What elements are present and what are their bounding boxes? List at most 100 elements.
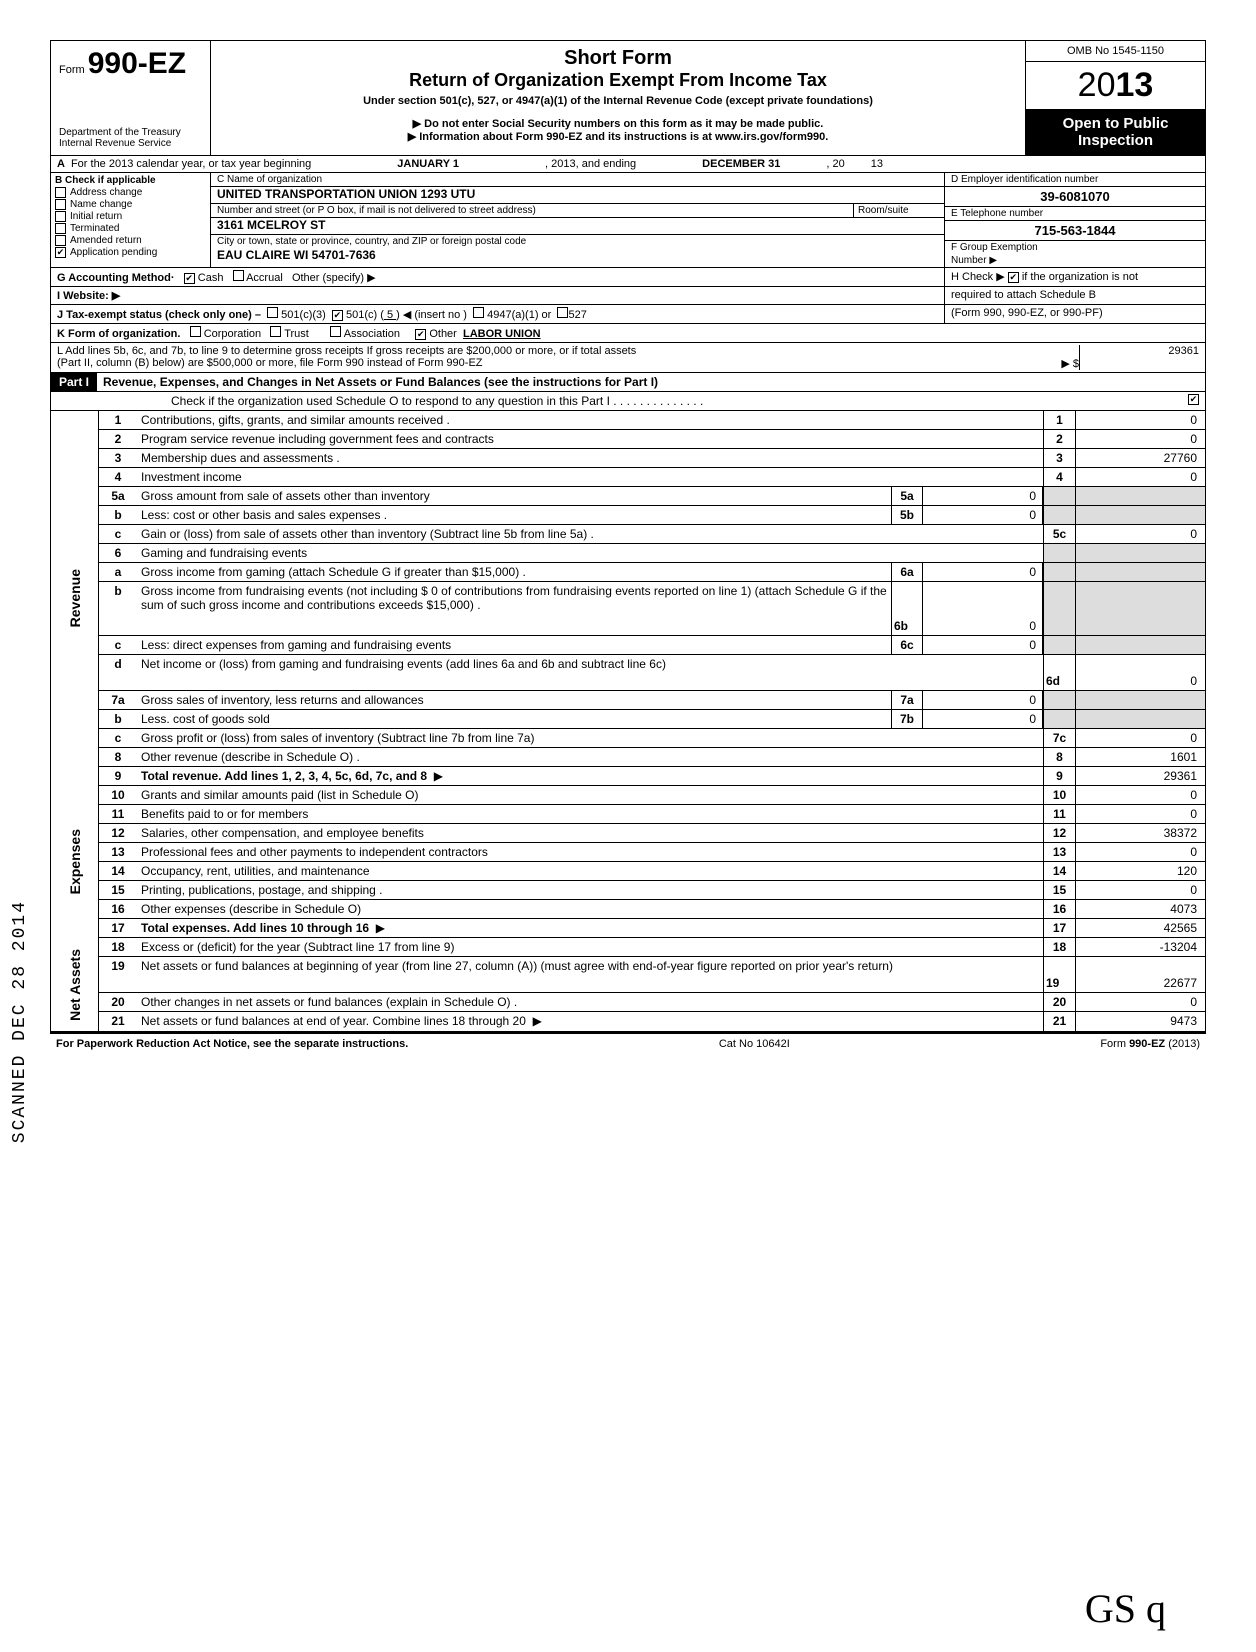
line-7b: bLess. cost of goods sold7b0 — [99, 710, 1205, 729]
row-h-cont: required to attach Schedule B — [945, 287, 1205, 304]
title-main: Return of Organization Exempt From Incom… — [219, 70, 1017, 91]
part1-header: Part I Revenue, Expenses, and Changes in… — [51, 373, 1205, 392]
open-line1: Open to Public — [1028, 115, 1203, 132]
chk-terminated[interactable]: Terminated — [55, 223, 206, 234]
section-bcd: B Check if applicable Address change Nam… — [51, 173, 1205, 268]
f-group-label: F Group Exemption — [945, 240, 1205, 254]
footer-left: For Paperwork Reduction Act Notice, see … — [56, 1038, 408, 1050]
row-a-text2: , 2013, and ending — [545, 158, 636, 170]
row-a: A For the 2013 calendar year, or tax yea… — [51, 156, 1205, 173]
revenue-block: Revenue 1Contributions, gifts, grants, a… — [51, 411, 1205, 786]
row-a-end: DECEMBER 31 — [702, 158, 780, 170]
line-8: 8Other revenue (describe in Schedule O) … — [99, 748, 1205, 767]
row-a-yy: 13 — [871, 158, 883, 170]
form-990ez: Form 990-EZ Department of the Treasury I… — [50, 40, 1206, 1034]
f-group-label2: Number ▶ — [945, 254, 1205, 267]
tax-year: 2013 — [1026, 62, 1205, 109]
row-h: H Check ▶ ✔ if the organization is not — [945, 268, 1205, 286]
dept-line1: Department of the Treasury — [59, 127, 202, 138]
c-name-label: C Name of organization — [211, 173, 944, 187]
department: Department of the Treasury Internal Reve… — [59, 127, 202, 149]
gross-receipts: 29361 — [1079, 345, 1199, 370]
line-6d: dNet income or (loss) from gaming and fu… — [99, 655, 1205, 691]
note-info: ▶ Information about Form 990-EZ and its … — [219, 130, 1017, 143]
signature-mark: GS q — [1085, 1585, 1166, 1632]
chk-assoc[interactable] — [330, 326, 341, 337]
footer-cat: Cat No 10642I — [719, 1038, 790, 1050]
net-assets-block: Net Assets 18Excess or (deficit) for the… — [51, 938, 1205, 1033]
line-19: 19Net assets or fund balances at beginni… — [99, 957, 1205, 993]
chk-corp[interactable] — [190, 326, 201, 337]
chk-accrual[interactable] — [233, 270, 244, 281]
org-name: UNITED TRANSPORTATION UNION 1293 UTU — [211, 187, 944, 203]
chk-schedule-b[interactable]: ✔ — [1008, 272, 1019, 283]
row-a-text1: For the 2013 calendar year, or tax year … — [71, 158, 311, 170]
chk-501c3[interactable] — [267, 307, 278, 318]
page-footer: For Paperwork Reduction Act Notice, see … — [50, 1034, 1206, 1054]
chk-4947[interactable] — [473, 307, 484, 318]
header-right: OMB No 1545-1150 2013 Open to Public Ins… — [1025, 41, 1205, 155]
year-digits: 13 — [1116, 66, 1154, 104]
line-17: 17Total expenses. Add lines 10 through 1… — [99, 919, 1205, 938]
chk-501c[interactable]: ✔ — [332, 310, 343, 321]
line-6a: aGross income from gaming (attach Schedu… — [99, 563, 1205, 582]
form-header: Form 990-EZ Department of the Treasury I… — [51, 41, 1205, 156]
revenue-side-label: Revenue — [51, 411, 99, 786]
title-short-form: Short Form — [219, 47, 1017, 70]
chk-initial-return[interactable]: Initial return — [55, 211, 206, 222]
city-state-zip: EAU CLAIRE WI 54701-7636 — [211, 248, 944, 264]
addr-label: Number and street (or P O box, if mail i… — [211, 204, 853, 217]
net-assets-side-label: Net Assets — [51, 938, 99, 1031]
year-prefix: 20 — [1078, 66, 1116, 104]
line-5c: cGain or (loss) from sale of assets othe… — [99, 525, 1205, 544]
row-j: J Tax-exempt status (check only one) – 5… — [51, 305, 1205, 324]
line-3: 3Membership dues and assessments .327760 — [99, 449, 1205, 468]
form-number-text: 990-EZ — [88, 47, 186, 80]
row-a-label: A — [57, 158, 65, 170]
line-11: 11Benefits paid to or for members110 — [99, 805, 1205, 824]
form-number: Form 990-EZ — [59, 47, 202, 81]
chk-527[interactable] — [557, 307, 568, 318]
chk-schedule-o[interactable]: ✔ — [1188, 394, 1199, 405]
footer-right: Form 990-EZ (2013) — [1100, 1038, 1200, 1050]
note-ssn: ▶ Do not enter Social Security numbers o… — [219, 117, 1017, 130]
phone: 715-563-1844 — [945, 221, 1205, 240]
line-12: 12Salaries, other compensation, and empl… — [99, 824, 1205, 843]
line-6: 6Gaming and fundraising events — [99, 544, 1205, 563]
line-15: 15Printing, publications, postage, and s… — [99, 881, 1205, 900]
line-2: 2Program service revenue including gover… — [99, 430, 1205, 449]
row-g: G Accounting Method· ✔ Cash Accrual Othe… — [51, 268, 945, 286]
omb-number: OMB No 1545-1150 — [1026, 41, 1205, 62]
line-10: 10Grants and similar amounts paid (list … — [99, 786, 1205, 805]
part1-label: Part I — [51, 373, 97, 391]
line-14: 14Occupancy, rent, utilities, and mainte… — [99, 862, 1205, 881]
ein: 39-6081070 — [945, 187, 1205, 206]
open-line2: Inspection — [1028, 132, 1203, 149]
line-13: 13Professional fees and other payments t… — [99, 843, 1205, 862]
chk-trust[interactable] — [270, 326, 281, 337]
chk-application-pending[interactable]: ✔Application pending — [55, 247, 206, 258]
line-1: 1Contributions, gifts, grants, and simil… — [99, 411, 1205, 430]
line-7a: 7aGross sales of inventory, less returns… — [99, 691, 1205, 710]
chk-amended-return[interactable]: Amended return — [55, 235, 206, 246]
city-label: City or town, state or province, country… — [211, 234, 944, 248]
row-i: I Website: ▶ required to attach Schedule… — [51, 287, 1205, 305]
chk-other-org[interactable]: ✔ — [415, 329, 426, 340]
col-b-heading: B Check if applicable — [55, 175, 206, 186]
other-org-value: LABOR UNION — [463, 328, 541, 340]
line-9: 9Total revenue. Add lines 1, 2, 3, 4, 5c… — [99, 767, 1205, 786]
chk-name-change[interactable]: Name change — [55, 199, 206, 210]
expenses-block: Expenses 10Grants and similar amounts pa… — [51, 786, 1205, 938]
line-20: 20Other changes in net assets or fund ba… — [99, 993, 1205, 1012]
chk-address-change[interactable]: Address change — [55, 187, 206, 198]
part1-title: Revenue, Expenses, and Changes in Net As… — [97, 373, 1205, 391]
line-18: 18Excess or (deficit) for the year (Subt… — [99, 938, 1205, 957]
row-h-cont2: (Form 990, 990-EZ, or 990-PF) — [945, 305, 1205, 323]
line-4: 4Investment income40 — [99, 468, 1205, 487]
row-l: L Add lines 5b, 6c, and 7b, to line 9 to… — [51, 343, 1205, 373]
scanned-stamp: SCANNED DEC 28 2014 — [10, 900, 30, 1143]
line-7c: cGross profit or (loss) from sales of in… — [99, 729, 1205, 748]
street: 3161 MCELROY ST — [211, 217, 944, 234]
chk-cash[interactable]: ✔ — [184, 273, 195, 284]
line-16: 16Other expenses (describe in Schedule O… — [99, 900, 1205, 919]
